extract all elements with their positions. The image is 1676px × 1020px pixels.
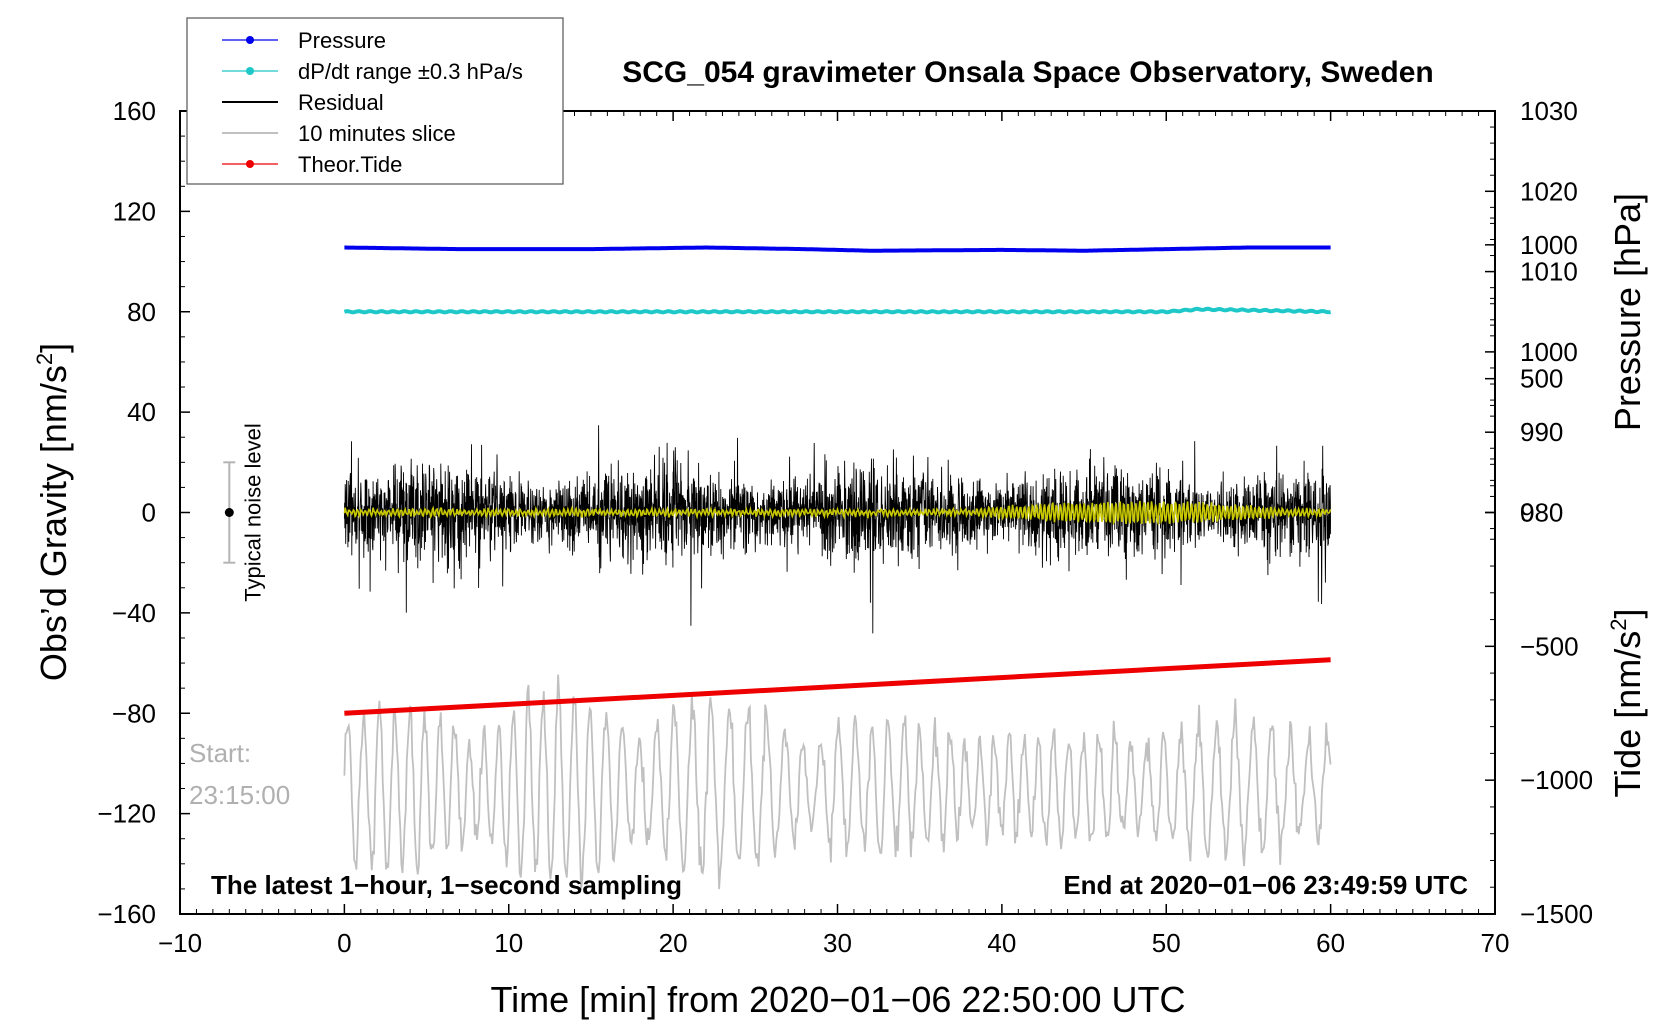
y-left-tick-label: −80: [112, 698, 156, 728]
y-pressure-tick-label: 980: [1520, 498, 1563, 528]
y-tide-tick-label: −1500: [1520, 899, 1593, 929]
y-axis-title-left-sup: 2: [32, 353, 57, 365]
x-axis-title: Time [min] from 2020−01−06 22:50:00 UTC: [490, 979, 1185, 1020]
x-tick-label: 60: [1316, 928, 1345, 958]
y-pressure-tick-label: 1020: [1520, 176, 1578, 206]
x-tick-label: 40: [987, 928, 1016, 958]
legend-swatch-marker: [246, 36, 254, 44]
legend-swatch-marker: [246, 160, 254, 168]
y-left-tick-label: 0: [142, 498, 156, 528]
noise-bar-dot: [224, 508, 234, 517]
y-axis-title-left-base: Obs’d Gravity [nm/s: [33, 365, 74, 681]
x-tick-label: 10: [494, 928, 523, 958]
series-10-minutes-slice: [343, 674, 1332, 890]
y-left-tick-label: −160: [97, 899, 156, 929]
x-tick-label: 70: [1481, 928, 1510, 958]
y-left-tick-label: 120: [113, 196, 156, 226]
y-tide-tick-label: 500: [1520, 364, 1563, 394]
y-left-tick-label: −40: [112, 598, 156, 628]
chart-title: SCG_054 gravimeter Onsala Space Observat…: [622, 56, 1434, 89]
y-axis-title-tide-end: ]: [1607, 609, 1648, 619]
y-tide-tick-label: −1000: [1520, 765, 1593, 795]
axis-ticks: −10 0 10 20 30 40 50 60 7016012080400−40−80−120−…: [97, 96, 1593, 958]
x-tick-label: 20: [659, 928, 688, 958]
legend-label: Theor.Tide: [298, 152, 402, 177]
legend-label: Pressure: [298, 28, 386, 53]
legend-label: Residual: [298, 90, 384, 115]
series-residual: [343, 425, 1332, 634]
legend-label: dP/dt range ±0.3 hPa/s: [298, 59, 523, 84]
x-tick-label: 50: [1152, 928, 1181, 958]
bottom-left-note: The latest 1−hour, 1−second sampling: [211, 870, 682, 900]
x-tick-label: 0: [337, 928, 351, 958]
series-pressure: [344, 245, 1331, 253]
y-axis-title-tide-base: Tide [nm/s: [1607, 631, 1648, 798]
y-axis-title-left-end: ]: [33, 343, 74, 353]
y-left-tick-label: 160: [113, 96, 156, 126]
y-tide-tick-label: −500: [1520, 631, 1579, 661]
y-left-tick-label: −120: [97, 799, 156, 829]
legend: Pressure dP/dt range ±0.3 hPa/s Residual 10…: [186, 17, 564, 185]
legend-items: Pressure dP/dt range ±0.3 hPa/s Residual 10…: [222, 28, 523, 177]
x-tick-label: 30: [823, 928, 852, 958]
x-tick-label: −10: [158, 928, 202, 958]
noise-bar-label: Typical noise level: [240, 423, 265, 602]
y-left-tick-label: 40: [127, 397, 156, 427]
start-time: 23:15:00: [189, 780, 290, 810]
y-axis-title-tide: Tide [nm/s2]: [1606, 609, 1648, 798]
y-left-tick-label: 80: [127, 297, 156, 327]
series-layer: [343, 245, 1332, 890]
series-residual-smoothed: [343, 500, 1332, 526]
series-theor-tide: [344, 657, 1331, 716]
noise-bar: Typical noise level: [223, 423, 265, 602]
start-label: Start:: [189, 738, 251, 768]
series-dpdt: [343, 306, 1331, 315]
y-pressure-tick-label: 1010: [1520, 257, 1578, 287]
legend-label: 10 minutes slice: [298, 121, 456, 146]
legend-swatch-marker: [246, 67, 254, 75]
bottom-right-note: End at 2020−01−06 23:49:59 UTC: [1063, 870, 1468, 900]
y-axis-title-pressure: Pressure [hPa]: [1607, 193, 1648, 431]
y-tide-tick-label: 1000: [1520, 230, 1578, 260]
y-axis-title-tide-sup: 2: [1606, 619, 1631, 631]
y-pressure-tick-label: 1030: [1520, 96, 1578, 126]
y-tide-tick-label: 0: [1520, 498, 1534, 528]
y-axis-title-left: Obs’d Gravity [nm/s2]: [32, 343, 74, 681]
y-pressure-tick-label: 990: [1520, 417, 1563, 447]
y-pressure-tick-label: 1000: [1520, 337, 1578, 367]
